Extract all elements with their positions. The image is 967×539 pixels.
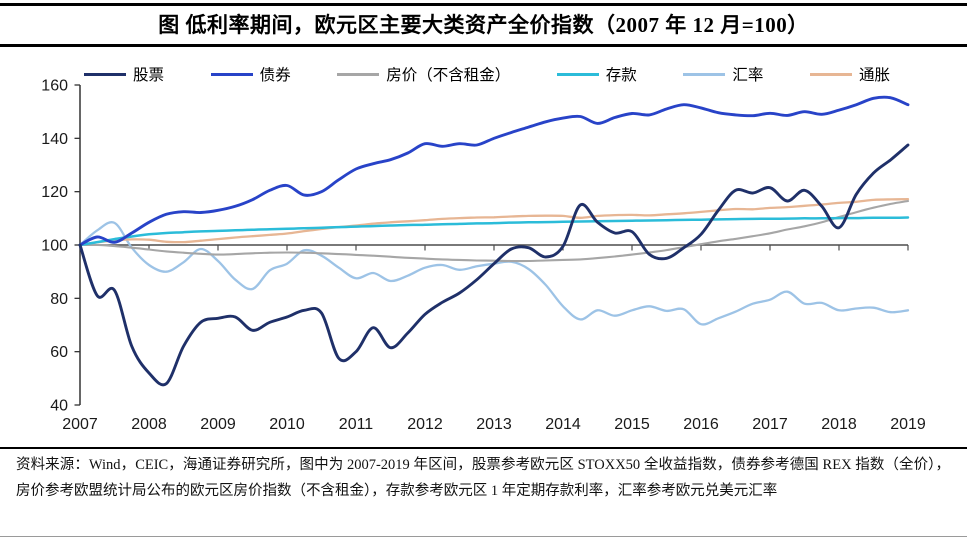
top-border-line bbox=[0, 3, 967, 6]
y-axis-tick-label: 120 bbox=[41, 184, 68, 201]
legend-item-bonds: 债券 bbox=[210, 63, 291, 85]
x-axis-tick-label: 2016 bbox=[683, 416, 719, 433]
legend-item-inflation: 通胀 bbox=[809, 63, 890, 85]
y-axis-tick-label: 100 bbox=[41, 238, 68, 255]
x-axis-tick-label: 2013 bbox=[476, 416, 512, 433]
chart-legend: 股票 债券 房价（不含租金） 存款 汇率 通胀 bbox=[84, 63, 890, 85]
legend-label-inflation: 通胀 bbox=[858, 67, 890, 84]
x-axis-tick-label: 2009 bbox=[200, 416, 236, 433]
source-note: 资料来源：Wind，CEIC，海通证券研究所，图中为 2007-2019 年区间… bbox=[16, 457, 950, 500]
series-line-inflation bbox=[78, 197, 910, 247]
y-axis-tick-label: 160 bbox=[41, 78, 68, 95]
x-axis-tick-label: 2019 bbox=[890, 416, 926, 433]
legend-label-stocks: 股票 bbox=[133, 67, 165, 84]
series-line-bonds bbox=[78, 95, 910, 247]
legend-swatch-stocks bbox=[84, 72, 126, 76]
legend-item-house-price: 房价（不含租金） bbox=[337, 63, 510, 85]
x-axis-tick-label: 2014 bbox=[545, 416, 581, 433]
title-bottom-border-line bbox=[0, 44, 967, 47]
x-axis-tick-label: 2011 bbox=[339, 416, 374, 433]
y-axis-tick-label: 80 bbox=[50, 291, 68, 308]
legend-label-fx: 汇率 bbox=[732, 67, 764, 84]
legend-item-deposits: 存款 bbox=[556, 63, 637, 85]
legend-item-fx: 汇率 bbox=[683, 63, 763, 85]
legend-swatch-inflation bbox=[809, 72, 852, 76]
x-axis-tick-label: 2018 bbox=[821, 416, 857, 433]
x-axis-tick-label: 2012 bbox=[407, 416, 443, 433]
line-chart: 40 60 80 100 120 140 160 2007 2008 2009 2010 2011 20… bbox=[41, 78, 926, 434]
x-axis-tick-label: 2017 bbox=[752, 416, 788, 433]
series-line-deposits bbox=[78, 216, 910, 247]
legend-label-house-price: 房价（不含租金） bbox=[386, 67, 511, 84]
legend-label-deposits: 存款 bbox=[605, 67, 637, 84]
legend-swatch-house-price bbox=[337, 72, 380, 76]
x-axis-tick-label: 2007 bbox=[62, 416, 98, 433]
y-axis-tick-label: 40 bbox=[50, 398, 68, 415]
legend-swatch-fx bbox=[683, 72, 726, 76]
x-axis-tick-label: 2008 bbox=[131, 416, 167, 433]
x-axis-tick-label: 2010 bbox=[269, 416, 305, 433]
series-line-fx bbox=[78, 221, 910, 326]
legend-swatch-bonds bbox=[210, 72, 253, 76]
series-line-house-price bbox=[78, 199, 910, 263]
series-line-stocks bbox=[78, 143, 910, 387]
legend-item-stocks: 股票 bbox=[84, 63, 164, 85]
legend-swatch-deposits bbox=[556, 72, 599, 76]
x-axis-tick-label: 2015 bbox=[614, 416, 650, 433]
bottom-border-line bbox=[0, 536, 967, 537]
y-axis-tick-label: 140 bbox=[41, 131, 68, 148]
chart-title: 图 低利率期间，欧元区主要大类资产全价指数（2007 年 12 月=100） bbox=[158, 13, 809, 37]
source-top-border-line bbox=[0, 447, 967, 449]
legend-label-bonds: 债券 bbox=[259, 67, 291, 84]
y-axis-tick-label: 60 bbox=[50, 344, 68, 361]
